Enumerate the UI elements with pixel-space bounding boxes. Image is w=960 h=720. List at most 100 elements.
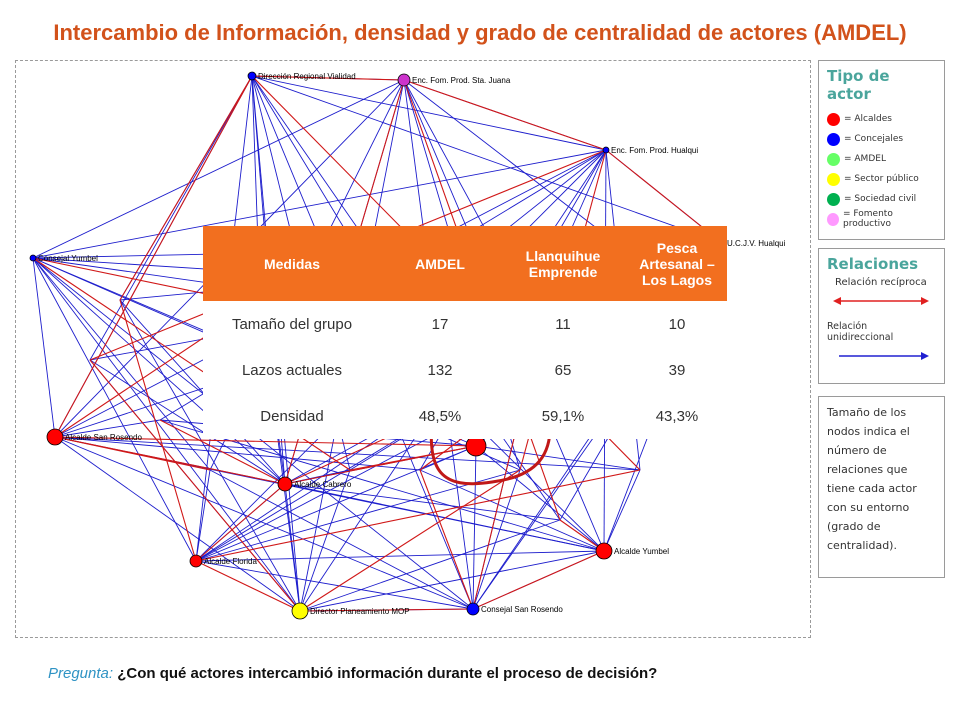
table-header-row: Medidas AMDEL Llanquihue Emprende Pesca …	[203, 226, 727, 301]
red-dot-icon	[827, 112, 840, 126]
table-header: Medidas	[203, 226, 381, 301]
unidirectional-edge	[32, 257, 56, 438]
table-cell: 11	[499, 301, 627, 347]
reciprocal-edge	[195, 483, 286, 562]
unidirectional-edge	[475, 445, 641, 471]
unidirectional-edge	[54, 436, 301, 612]
node-label: Consejal Yumbel	[38, 254, 98, 263]
network-node	[46, 428, 64, 446]
reciprocal-edge	[472, 550, 605, 610]
network-node	[466, 602, 480, 616]
unidirectional-edge	[299, 519, 561, 612]
reciprocal-edge	[89, 359, 301, 612]
unidirectional-edge	[119, 299, 301, 612]
network-node	[189, 554, 203, 568]
relations-legend: Relaciones Relación recíproca Relación u…	[818, 248, 945, 384]
network-node	[465, 435, 487, 457]
table-header: AMDEL	[381, 226, 499, 301]
unidirectional-edge	[472, 469, 521, 610]
table-header: Llanquihue Emprende	[499, 226, 627, 301]
node-size-note: Tamaño de los nodos indica el número de …	[818, 396, 945, 578]
table-cell: 48,5%	[381, 393, 499, 439]
reciprocal-edge	[54, 75, 253, 438]
table-cell: 10	[627, 301, 727, 347]
reciprocal-edge	[119, 75, 253, 301]
reciprocal-edge	[559, 519, 605, 552]
node-label: Alcalde Cabrero	[294, 480, 352, 489]
table-row: Lazos actuales 132 65 39	[203, 347, 727, 393]
unidirectional-edge	[603, 469, 641, 552]
reciprocal-edge	[299, 608, 474, 612]
unidirectional-edge	[195, 560, 474, 610]
unidirectional-edge	[299, 469, 351, 612]
legend-item: = Sector público	[827, 169, 936, 189]
table-row: Tamaño del grupo 17 11 10	[203, 301, 727, 347]
unidirectional-edge	[32, 257, 211, 471]
unidirectional-edge	[419, 469, 605, 552]
legend-title: Tipo de actor	[827, 67, 890, 103]
network-node	[397, 73, 411, 87]
reciprocal-edge	[419, 469, 474, 610]
legend-item: = Sociedad civil	[827, 189, 936, 209]
network-frame	[15, 60, 811, 638]
network-node	[602, 146, 610, 154]
reciprocal-edge	[299, 469, 521, 612]
reciprocal-edge	[54, 436, 477, 447]
node-label: Alcalde Florida	[204, 557, 257, 566]
legend-item-label: = Fomento productivo	[843, 209, 893, 229]
reciprocal-arrow-icon	[833, 297, 929, 305]
unidirectional-edge	[32, 257, 286, 485]
unidirectional-edge	[119, 299, 286, 485]
table-cell: 65	[499, 347, 627, 393]
node-label: Dirección Regional Vialidad	[258, 72, 356, 81]
unidirectional-edge	[195, 469, 521, 562]
unidirectional-edge	[475, 445, 605, 552]
light-green-dot-icon	[827, 152, 840, 166]
unidirectional-edge	[299, 550, 605, 612]
legend-item: = Fomento productivo	[827, 209, 936, 229]
pink-dot-icon	[827, 212, 840, 226]
network-node	[291, 602, 309, 620]
table-cell: Tamaño del grupo	[203, 301, 381, 347]
table-cell: Densidad	[203, 393, 381, 439]
node-label: Alcalde San Rosendo	[65, 433, 142, 442]
reciprocal-label: Relación recíproca	[835, 277, 927, 288]
green-dot-icon	[827, 192, 840, 206]
unidirectional-edge	[472, 445, 477, 610]
legend-item-label: = AMDEL	[844, 154, 886, 164]
unidirectional-edge	[32, 149, 607, 259]
legend-item-label: = Concejales	[844, 134, 904, 144]
unidirectional-edge	[195, 469, 211, 562]
node-label: U.C.J.V. Hualqui	[727, 239, 786, 248]
unidirectional-edge	[89, 359, 286, 485]
table-cell: 39	[627, 347, 727, 393]
network-node	[29, 254, 37, 262]
network-node	[277, 476, 293, 492]
measures-table: Medidas AMDEL Llanquihue Emprende Pesca …	[203, 226, 727, 439]
reciprocal-edge	[159, 419, 286, 485]
blue-dot-icon	[827, 132, 840, 146]
legend-item: = Concejales	[827, 129, 936, 149]
question-label: Pregunta:	[48, 665, 114, 682]
network-node	[247, 71, 257, 81]
unidirectional-edge	[195, 550, 605, 562]
legend-item-label: = Sociedad civil	[844, 194, 917, 204]
reciprocal-edge	[403, 79, 607, 151]
table-cell: 17	[381, 301, 499, 347]
unidirectional-edge	[159, 419, 605, 552]
node-label: Consejal San Rosendo	[481, 605, 563, 614]
relations-title: Relaciones	[827, 255, 919, 273]
legend-item: = AMDEL	[827, 149, 936, 169]
unidirectional-edge	[54, 436, 641, 471]
legend-item-label: = Alcaldes	[844, 114, 892, 124]
node-label: Director Planeamiento MOP	[310, 607, 410, 616]
unidirectional-edge	[32, 257, 197, 562]
legend-item: = Alcaldes	[827, 109, 936, 129]
node-label: Enc. Fom. Prod. Sta. Juana	[412, 76, 511, 85]
reciprocal-edge	[195, 469, 641, 562]
network-node	[595, 542, 613, 560]
unidirectional-edge	[32, 257, 301, 612]
unidirectional-edge	[209, 469, 474, 610]
unidirectional-edge	[54, 436, 474, 610]
reciprocal-edge	[54, 436, 286, 485]
